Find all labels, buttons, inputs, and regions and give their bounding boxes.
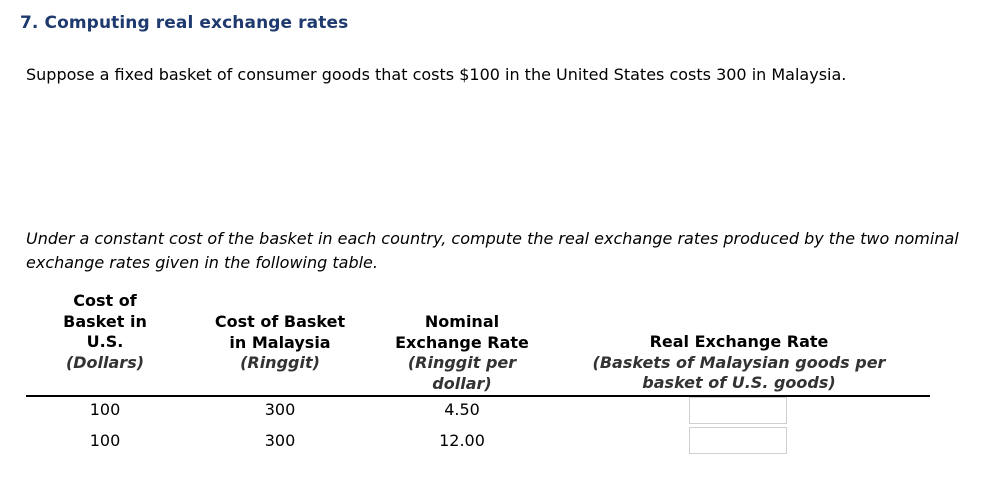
row2-my-cost: 300 <box>264 431 296 450</box>
header-real: Real Exchange Rate (Baskets of Malaysian… <box>559 332 919 394</box>
header-nominal-line1: Nominal <box>424 312 500 331</box>
header-nominal: Nominal Exchange Rate (Ringgit per dolla… <box>377 312 547 394</box>
row1-nominal: 4.50 <box>444 400 480 419</box>
header-nominal-unit1: (Ringgit per <box>407 353 517 372</box>
header-us-cost-unit: (Dollars) <box>65 352 145 372</box>
row1-real-exchange-rate-input[interactable] <box>689 397 787 424</box>
instruction-text: Under a constant cost of the basket in e… <box>26 229 959 272</box>
header-real-line1: Real Exchange Rate <box>649 332 829 351</box>
row2-real-exchange-rate-input[interactable] <box>689 427 787 454</box>
header-real-unit2: basket of U.S. goods) <box>642 373 836 392</box>
question-title: 7. Computing real exchange rates <box>20 13 349 33</box>
row1-my-cost: 300 <box>264 400 296 419</box>
intro-text: Suppose a fixed basket of consumer goods… <box>26 65 847 84</box>
header-my-cost: Cost of Basket in Malaysia (Ringgit) <box>195 312 365 374</box>
header-us-cost-line1: Cost of <box>73 291 137 310</box>
header-us-cost-line2: Basket in <box>63 311 147 331</box>
header-nominal-line2: Exchange Rate <box>395 332 529 352</box>
header-us-cost: Cost of Basket in U.S. (Dollars) <box>40 291 170 373</box>
row2-nominal: 12.00 <box>439 431 485 450</box>
table-header-rule <box>26 395 930 397</box>
header-us-cost-line3: U.S. <box>86 332 124 351</box>
header-nominal-unit2: dollar) <box>432 373 492 393</box>
row2-us-cost: 100 <box>89 431 121 450</box>
header-my-cost-line1: Cost of Basket <box>214 312 346 331</box>
header-my-cost-unit: (Ringgit) <box>240 353 320 372</box>
row1-us-cost: 100 <box>89 400 121 419</box>
header-real-unit1: (Baskets of Malaysian goods per <box>592 352 886 372</box>
header-my-cost-line2: in Malaysia <box>229 332 331 352</box>
